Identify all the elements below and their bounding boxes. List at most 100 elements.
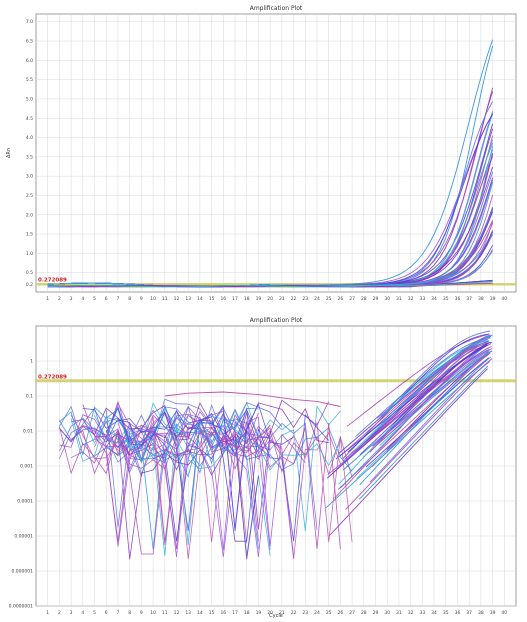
x-tick-label: 10 <box>150 610 156 616</box>
x-tick-label: 11 <box>162 296 168 302</box>
threshold-line[interactable] <box>36 283 516 286</box>
series-line[interactable] <box>378 330 491 420</box>
series-line[interactable] <box>59 403 318 530</box>
x-tick-label: 22 <box>291 610 297 616</box>
y-tick-label: 1.0 <box>26 251 33 257</box>
threshold-line[interactable] <box>36 379 516 383</box>
y-tick-label: 0.00001 <box>14 534 33 540</box>
series-line[interactable] <box>359 350 489 486</box>
y-tick-label: 3.0 <box>26 174 33 180</box>
x-tick-label: 7 <box>117 296 120 302</box>
x-tick-label: 30 <box>384 610 390 616</box>
series-line[interactable] <box>337 352 491 490</box>
x-tick-label: 30 <box>384 296 390 302</box>
series-line[interactable] <box>70 429 353 478</box>
x-tick-label: 17 <box>232 296 238 302</box>
series-line[interactable] <box>339 341 493 457</box>
series-line[interactable] <box>346 334 488 427</box>
series-line[interactable] <box>359 342 490 456</box>
x-tick-label: 13 <box>185 296 191 302</box>
x-tick-label: 3 <box>70 296 73 302</box>
x-tick-label: 13 <box>185 610 191 616</box>
x-tick-label: 1 <box>46 610 49 616</box>
x-tick-label: 18 <box>244 610 250 616</box>
y-tick-label: 0.001 <box>20 464 33 470</box>
x-tick-label: 37 <box>466 610 472 616</box>
x-tick-label: 31 <box>396 296 402 302</box>
series-line[interactable] <box>345 358 493 510</box>
x-tick-label: 4 <box>81 610 84 616</box>
series-line[interactable] <box>355 336 491 438</box>
y-tick-label: 5.0 <box>26 96 33 102</box>
series-line[interactable] <box>329 368 488 536</box>
y-tick-label: 0.000001 <box>12 569 34 575</box>
x-tick-label: 32 <box>408 296 414 302</box>
x-tick-label: 5 <box>93 296 96 302</box>
y-tick-label: 0.1 <box>26 394 33 400</box>
series-line[interactable] <box>365 357 490 468</box>
x-tick-label: 21 <box>279 610 285 616</box>
x-tick-label: 18 <box>244 296 250 302</box>
x-tick-label: 33 <box>419 296 425 302</box>
amplification-curves <box>47 39 494 288</box>
series-line[interactable] <box>117 413 329 542</box>
series-line[interactable] <box>47 281 493 288</box>
series-line[interactable] <box>357 334 493 450</box>
x-tick-label: 15 <box>209 610 215 616</box>
x-tick-label: 14 <box>197 610 203 616</box>
x-tick-label: 37 <box>466 296 472 302</box>
chart-title: Amplification Plot <box>250 5 303 12</box>
series-line[interactable] <box>105 432 259 560</box>
x-tick-label: 21 <box>279 296 285 302</box>
series-line[interactable] <box>117 425 341 471</box>
series-line[interactable] <box>364 337 488 445</box>
x-tick-label: 9 <box>140 610 143 616</box>
series-line[interactable] <box>164 391 341 407</box>
series-line[interactable] <box>369 359 488 483</box>
x-axis-label: Cycle <box>269 613 283 618</box>
x-tick-label: 2 <box>58 610 61 616</box>
series-line[interactable] <box>70 428 294 558</box>
y-tick-label: 5.5 <box>26 77 33 83</box>
series-line[interactable] <box>59 405 259 456</box>
series-line[interactable] <box>342 348 490 471</box>
series-line[interactable] <box>369 342 488 453</box>
series-line[interactable] <box>59 426 271 555</box>
x-tick-label: 25 <box>326 296 332 302</box>
series-line[interactable] <box>382 340 489 416</box>
series-line[interactable] <box>59 402 329 447</box>
x-tick-label: 23 <box>302 296 308 302</box>
series-line[interactable] <box>342 333 490 459</box>
series-line[interactable] <box>379 350 492 446</box>
threshold-label: 0.272089 <box>38 277 67 283</box>
y-tick-label: 4.0 <box>26 135 33 141</box>
x-tick-label: 19 <box>256 610 262 616</box>
x-tick-label: 9 <box>140 296 143 302</box>
x-tick-label: 3 <box>70 610 73 616</box>
x-tick-label: 27 <box>349 296 355 302</box>
series-line[interactable] <box>345 346 492 460</box>
x-tick-label: 38 <box>478 610 484 616</box>
x-tick-label: 40 <box>501 296 507 302</box>
y-tick-label: 0.5 <box>26 270 33 276</box>
x-tick-label: 29 <box>373 296 379 302</box>
series-line[interactable] <box>358 365 489 500</box>
x-tick-label: 38 <box>478 296 484 302</box>
threshold-label: 0.272089 <box>38 374 67 380</box>
y-axis-label: ΔRn <box>6 148 12 158</box>
chart-title: Amplification Plot <box>250 317 303 324</box>
series-line[interactable] <box>376 347 489 444</box>
x-tick-label: 31 <box>396 610 402 616</box>
x-tick-label: 33 <box>419 610 425 616</box>
x-tick-label: 16 <box>220 296 226 302</box>
y-tick-label: 0.01 <box>23 429 33 435</box>
x-tick-label: 23 <box>302 610 308 616</box>
x-tick-label: 8 <box>128 296 131 302</box>
x-tick-label: 36 <box>455 296 461 302</box>
x-tick-label: 34 <box>431 296 437 302</box>
x-tick-label: 40 <box>501 610 507 616</box>
y-tick-label: 6.0 <box>26 58 33 64</box>
y-tick-label: 0.0000001 <box>9 604 33 610</box>
